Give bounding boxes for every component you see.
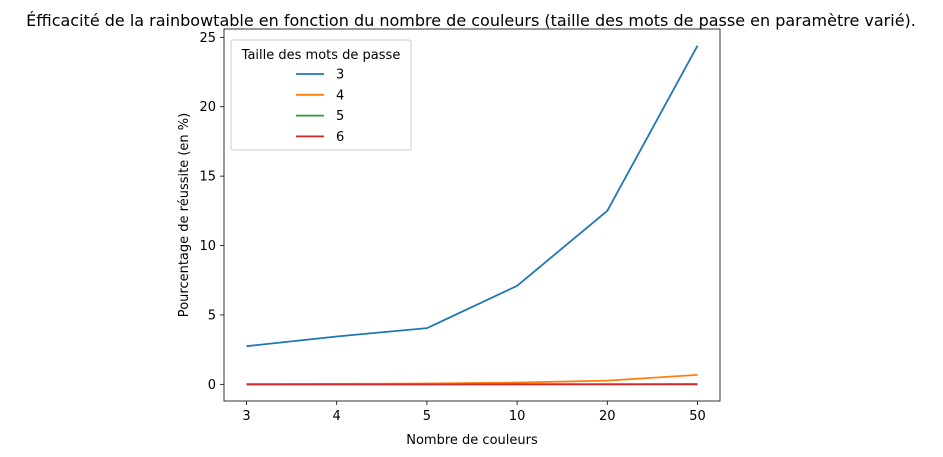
legend-label: 5: [336, 109, 344, 124]
y-tick-label: 10: [199, 239, 216, 254]
x-tick-label: 50: [689, 409, 706, 424]
y-tick-label: 20: [199, 100, 216, 115]
legend: Taille des mots de passe 3 4 5 6: [230, 39, 412, 151]
legend-label: 3: [336, 68, 344, 83]
y-tick-label: 0: [208, 378, 216, 393]
x-tick-label: 3: [242, 409, 250, 424]
y-tick-label: 25: [199, 31, 216, 46]
x-tick-label: 4: [333, 409, 341, 424]
x-axis-label: Nombre de couleurs: [406, 433, 538, 448]
legend-label: 6: [336, 130, 344, 145]
x-tick-label: 5: [423, 409, 431, 424]
y-tick-label: 5: [208, 308, 216, 323]
x-tick-label: 10: [509, 409, 526, 424]
y-tick-label: 15: [199, 170, 216, 185]
legend-title: Taille des mots de passe: [241, 48, 401, 63]
chart-title: Éfficacité de la rainbowtable en fonctio…: [26, 11, 916, 30]
y-axis-label: Pourcentage de réussite (en %): [177, 113, 192, 317]
series-line-3: [246, 45, 699, 348]
series-line-4: [246, 374, 698, 385]
plot-area: [223, 28, 721, 402]
x-tick-label: 20: [599, 409, 616, 424]
legend-label: 4: [336, 88, 344, 103]
